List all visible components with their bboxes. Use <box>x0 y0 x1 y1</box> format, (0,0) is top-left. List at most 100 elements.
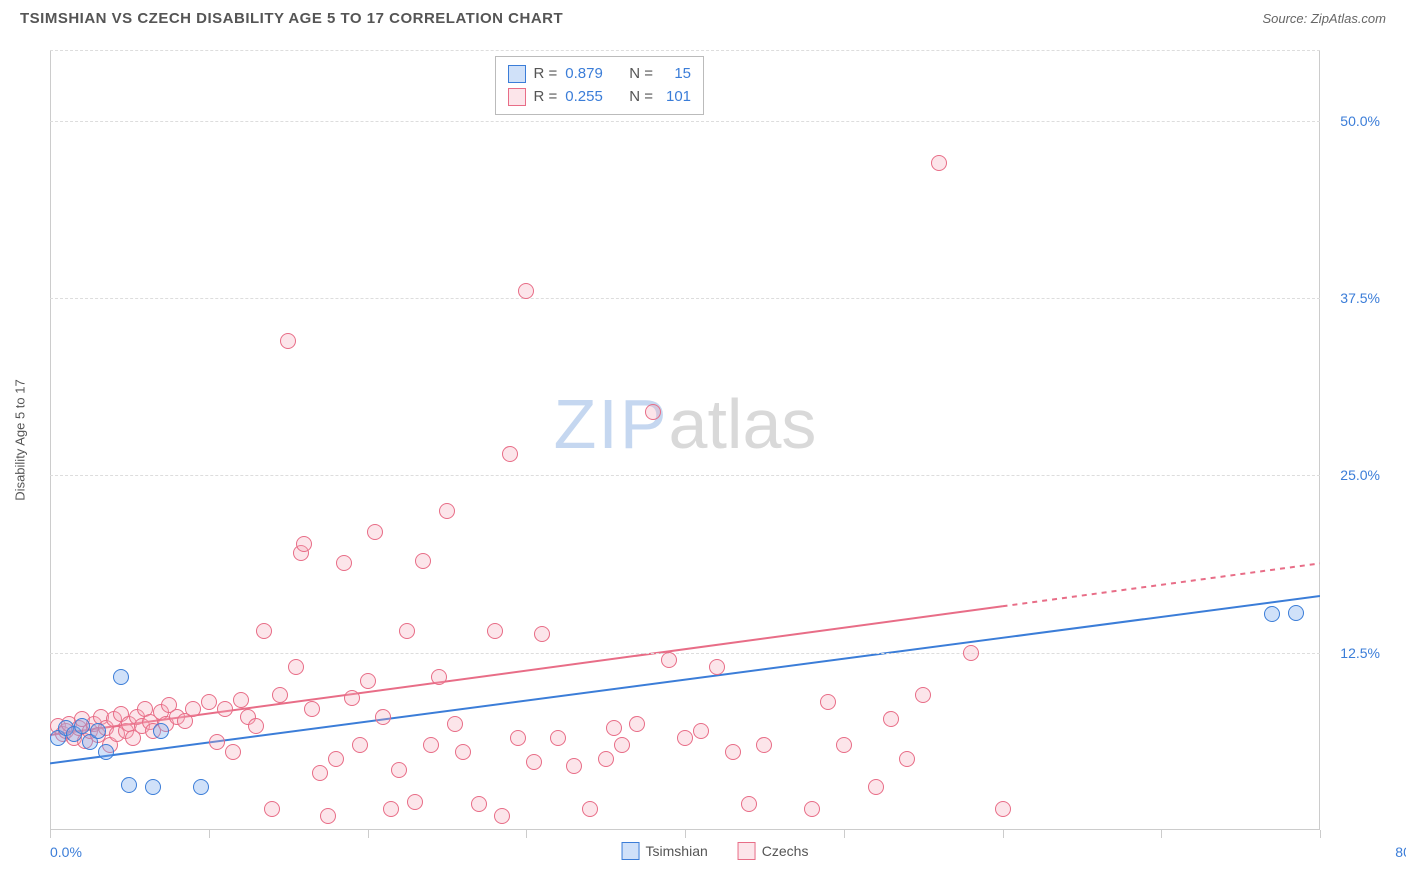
scatter-point <box>995 801 1011 817</box>
x-axis-max-label: 80.0% <box>1395 844 1406 860</box>
source-label: Source: <box>1262 11 1310 26</box>
x-tick <box>209 830 210 838</box>
x-axis-min-label: 0.0% <box>50 844 82 860</box>
scatter-point <box>296 536 312 552</box>
scatter-point <box>534 626 550 642</box>
scatter-point <box>328 751 344 767</box>
scatter-point <box>526 754 542 770</box>
x-tick <box>368 830 369 838</box>
x-tick <box>844 830 845 838</box>
scatter-point <box>804 801 820 817</box>
scatter-point <box>820 694 836 710</box>
scatter-point <box>693 723 709 739</box>
legend-swatch <box>738 842 756 860</box>
scatter-point <box>741 796 757 812</box>
legend-n-value: 15 <box>661 63 691 86</box>
scatter-point <box>566 758 582 774</box>
bottom-legend-item: Czechs <box>738 842 809 860</box>
scatter-point <box>352 737 368 753</box>
y-tick-label: 50.0% <box>1340 113 1380 129</box>
legend-row: R =0.879N =15 <box>508 63 692 86</box>
series-legend: Tsimshian Czechs <box>622 842 809 860</box>
scatter-point <box>375 709 391 725</box>
scatter-point <box>868 779 884 795</box>
scatter-point <box>121 777 137 793</box>
scatter-point <box>709 659 725 675</box>
scatter-point <box>74 718 90 734</box>
legend-swatch <box>508 65 526 83</box>
scatter-point <box>899 751 915 767</box>
y-axis-line-right <box>1319 50 1320 830</box>
scatter-point <box>598 751 614 767</box>
grid-line <box>50 121 1320 122</box>
scatter-point <box>471 796 487 812</box>
scatter-point <box>1264 606 1280 622</box>
scatter-point <box>248 718 264 734</box>
y-axis-label: Disability Age 5 to 17 <box>13 379 28 500</box>
scatter-point <box>677 730 693 746</box>
grid-line <box>50 298 1320 299</box>
source-attribution: Source: ZipAtlas.com <box>1262 11 1386 26</box>
scatter-point <box>256 623 272 639</box>
scatter-point <box>756 737 772 753</box>
scatter-point <box>550 730 566 746</box>
scatter-point <box>510 730 526 746</box>
scatter-point <box>145 779 161 795</box>
watermark-zip: ZIP <box>554 385 669 463</box>
bottom-legend-label: Tsimshian <box>646 843 708 859</box>
scatter-point <box>606 720 622 736</box>
scatter-point <box>455 744 471 760</box>
scatter-point <box>447 716 463 732</box>
scatter-point <box>383 801 399 817</box>
plot-area: ZIPatlas 12.5%25.0%37.5%50.0% <box>50 50 1320 830</box>
scatter-point <box>423 737 439 753</box>
y-tick-label: 12.5% <box>1340 645 1380 661</box>
scatter-point <box>225 744 241 760</box>
legend-n-value: 101 <box>661 86 691 109</box>
scatter-point <box>360 673 376 689</box>
scatter-point <box>113 669 129 685</box>
source-value: ZipAtlas.com <box>1311 11 1386 26</box>
legend-n-label: N = <box>629 63 653 86</box>
scatter-point <box>725 744 741 760</box>
x-tick <box>526 830 527 838</box>
scatter-point <box>915 687 931 703</box>
scatter-point <box>1288 605 1304 621</box>
scatter-point <box>153 723 169 739</box>
scatter-point <box>931 155 947 171</box>
scatter-point <box>582 801 598 817</box>
scatter-point <box>336 555 352 571</box>
scatter-point <box>836 737 852 753</box>
scatter-point <box>280 333 296 349</box>
grid-line <box>50 653 1320 654</box>
chart-header: TSIMSHIAN VS CZECH DISABILITY AGE 5 TO 1… <box>0 0 1406 33</box>
stats-legend-box: R =0.879N =15R =0.255N =101 <box>495 56 705 115</box>
chart-title: TSIMSHIAN VS CZECH DISABILITY AGE 5 TO 1… <box>20 10 563 27</box>
bottom-legend-label: Czechs <box>762 843 809 859</box>
scatter-point <box>407 794 423 810</box>
scatter-point <box>645 404 661 420</box>
scatter-point <box>399 623 415 639</box>
scatter-point <box>90 723 106 739</box>
scatter-point <box>304 701 320 717</box>
y-axis-line <box>50 50 51 830</box>
legend-swatch <box>508 88 526 106</box>
bottom-legend-item: Tsimshian <box>622 842 708 860</box>
scatter-point <box>502 446 518 462</box>
legend-n-label: N = <box>629 86 653 109</box>
x-tick <box>685 830 686 838</box>
grid-line <box>50 50 1320 51</box>
scatter-point <box>272 687 288 703</box>
y-tick-label: 25.0% <box>1340 467 1380 483</box>
scatter-point <box>614 737 630 753</box>
scatter-point <box>193 779 209 795</box>
watermark-atlas: atlas <box>669 385 817 463</box>
y-tick-label: 37.5% <box>1340 290 1380 306</box>
scatter-point <box>288 659 304 675</box>
legend-r-value: 0.879 <box>565 63 615 86</box>
scatter-point <box>185 701 201 717</box>
scatter-point <box>487 623 503 639</box>
scatter-point <box>518 283 534 299</box>
watermark: ZIPatlas <box>554 384 817 464</box>
legend-swatch <box>622 842 640 860</box>
